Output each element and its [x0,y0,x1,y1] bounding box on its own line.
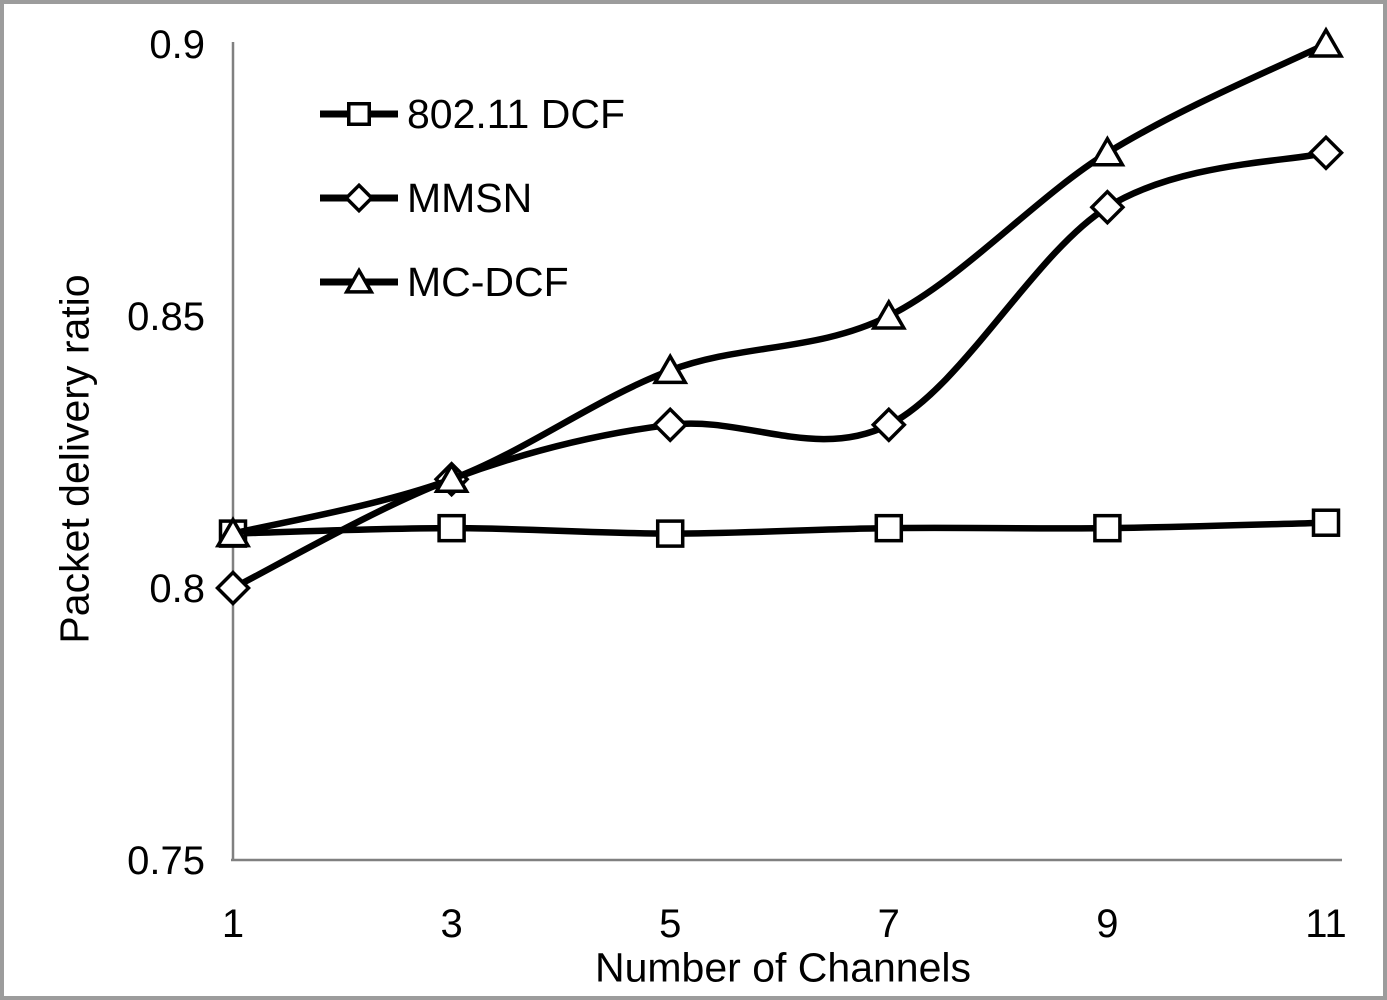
y-tick-label: 0.75 [127,839,205,883]
x-tick-label: 5 [659,902,681,946]
legend-item: MMSN [320,174,625,222]
legend-item: MC-DCF [320,258,625,306]
line-plot-canvas: 0.9 0.85 0.8 0.75 1 3 5 7 9 11 [127,23,1347,946]
legend-square-marker-icon [320,102,398,126]
data-point-triangle-mc-dcf [1307,26,1345,58]
data-point-triangle-mc-dcf [652,352,689,385]
legend-label: 802.11 DCF [407,90,626,137]
x-tick-label: 11 [1305,902,1347,946]
diamond-marker-icon [343,182,375,214]
x-tick-label: 1 [222,902,244,946]
series-line-mc-dcf [229,40,1330,537]
data-point-triangle-mc-dcf [214,516,252,548]
data-point-square-802-11-dcf [437,513,466,543]
data-point-diamond-mmsn [870,406,907,443]
data-point-triangle-mc-dcf [1089,135,1126,167]
data-point-square-802-11-dcf [874,513,904,543]
data-point-diamond-mmsn [1308,134,1344,171]
triangle-marker-icon [343,267,375,294]
square-marker-icon [347,102,371,126]
legend: 802.11 DCF MMSN MC-DCF [320,90,625,342]
y-axis-title: Packet delivery ratio [51,274,98,644]
data-point-triangle-mc-dcf [433,461,470,493]
x-axis-title: Number of Channels [594,944,972,991]
series-line-802-11-dcf [229,519,1330,537]
x-tick-label: 9 [1096,902,1118,946]
data-point-square-802-11-dcf [1311,508,1341,537]
legend-item: 802.11 DCF [320,90,625,138]
y-tick-label: 0.9 [149,23,205,67]
x-tick-label: 7 [878,902,900,946]
y-tick-label: 0.8 [149,567,205,611]
data-point-diamond-mmsn [1089,189,1126,226]
data-point-triangle-mc-dcf [870,298,907,330]
data-point-diamond-mmsn [652,406,689,443]
y-tick-label: 0.85 [127,295,205,339]
x-tick-label: 3 [440,902,462,946]
legend-diamond-marker-icon [320,182,398,214]
data-point-diamond-mmsn [215,570,251,606]
legend-triangle-marker-icon [320,267,398,294]
legend-label: MC-DCF [407,258,569,305]
data-point-square-802-11-dcf [655,519,685,548]
legend-label: MMSN [407,174,533,221]
data-point-square-802-11-dcf [1093,513,1122,543]
